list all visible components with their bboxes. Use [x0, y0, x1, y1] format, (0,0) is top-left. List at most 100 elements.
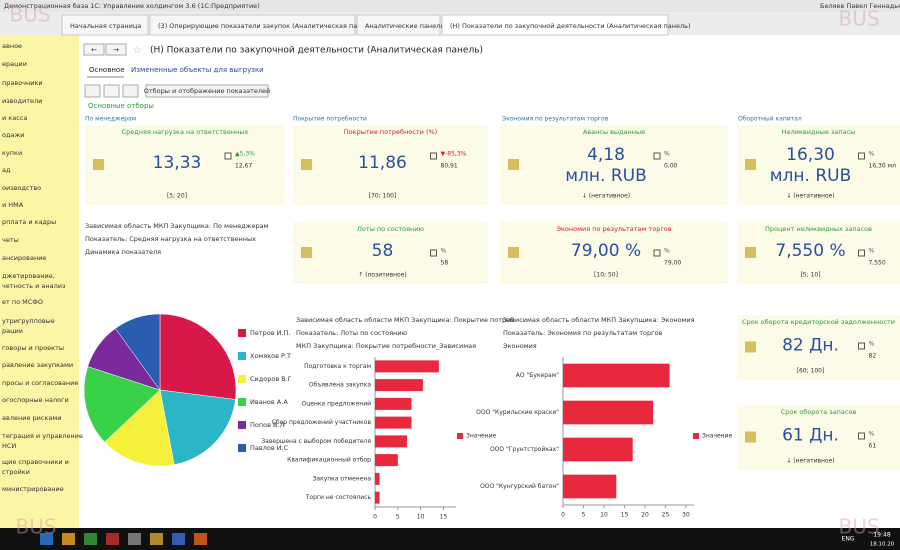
tool-button[interactable]	[103, 84, 120, 98]
tab[interactable]	[356, 14, 441, 36]
bar	[563, 437, 633, 462]
kpi-calendar	[653, 152, 661, 160]
kpi-value: 79,00 %	[571, 241, 641, 261]
chart-header: Зависимая область области МКП Закупщика:…	[503, 316, 695, 324]
menu-item: стройки	[2, 468, 30, 476]
watermark: BUS	[838, 7, 879, 31]
title-bar	[0, 0, 900, 12]
kpi-icon	[745, 431, 756, 443]
kpi-title: Срок оборота запасов	[781, 408, 857, 416]
tab[interactable]	[441, 14, 669, 36]
kpi-title: Лоты по состоянию	[357, 225, 424, 233]
kpi-note: ↓ (негативное)	[582, 193, 630, 200]
kpi-title: Авансы выданные	[583, 128, 645, 136]
kpi-note: [5; 20]	[167, 193, 187, 200]
menu-item: теграция и управление	[2, 432, 83, 440]
kpi-note: ↑ (позитивное)	[358, 272, 407, 279]
subtab: Измененные объекты для выгрузки	[131, 66, 264, 74]
legend-swatch	[238, 444, 246, 452]
menu-item: оизводство	[2, 184, 41, 192]
kpi-delta: ▼-85,3%	[441, 151, 467, 158]
kpi-prev: 82	[869, 353, 877, 360]
chart-header: Зависимая область области МКП Закупщика:…	[296, 316, 514, 324]
kpi-card	[737, 405, 900, 470]
menu-item: авное	[2, 42, 22, 50]
kpi-value: 13,33	[153, 153, 202, 173]
tab-label: Начальная страница	[70, 22, 141, 30]
kpi-calendar	[858, 432, 865, 440]
kpi-prev: 80,91	[441, 163, 458, 170]
kpi-delta: %	[869, 431, 875, 438]
menu-item: рплата и кадры	[2, 218, 56, 226]
x-tick-label: 30	[682, 512, 690, 519]
kpi-card	[737, 125, 900, 205]
menu-item: авление рисками	[2, 414, 61, 422]
kpi-value: 82 Дн.	[782, 336, 839, 356]
legend-label: Сидоров В.Г	[250, 375, 292, 383]
back-button[interactable]	[83, 43, 105, 56]
kpi-value-unit: млн. RUB	[565, 166, 647, 186]
tab[interactable]	[149, 14, 356, 36]
legend-swatch	[238, 352, 246, 360]
kpi-delta: %	[869, 151, 875, 158]
kpi-prev: 0,00	[664, 163, 678, 170]
bar	[375, 379, 423, 392]
chart-header: Показатель: Средняя нагрузка на ответств…	[85, 235, 256, 243]
kpi-icon	[745, 341, 756, 353]
taskbar-icon	[194, 533, 207, 545]
sidebar	[0, 35, 79, 528]
menu-item: щие справочники и	[2, 458, 69, 466]
menu-item: правочники	[2, 79, 43, 87]
menu-item: и касса	[2, 114, 27, 122]
menu-item: ансирование	[2, 254, 46, 262]
y-tick-label: Закупка отменена	[313, 475, 372, 482]
button[interactable]	[145, 84, 269, 98]
taskbar-icon	[172, 533, 185, 545]
kpi-icon	[93, 159, 104, 170]
tool-button[interactable]	[122, 84, 139, 98]
kpi-note: ↓ (негативное)	[786, 458, 834, 465]
y-tick-label: Квалификационный отбор	[287, 457, 371, 464]
x-tick-label: 5	[582, 512, 586, 519]
forward-button[interactable]	[105, 43, 127, 56]
x-tick-label: 15	[440, 514, 448, 521]
kpi-title: Экономия по результатам торгов	[556, 225, 671, 233]
kpi-delta: %	[869, 248, 875, 255]
kpi-calendar	[430, 249, 437, 257]
y-tick-label: Завершена с выбором победителя	[261, 438, 371, 445]
kpi-calendar	[224, 152, 232, 160]
star[interactable]: ☆	[133, 45, 142, 56]
menu-item: говоры и проекты	[2, 344, 64, 352]
pie-slice	[159, 313, 237, 400]
taskbar-icon	[150, 533, 163, 545]
menu-item: джетирование,	[2, 272, 55, 280]
taskbar-lang: ENG	[842, 536, 855, 543]
kpi-value-unit: млн. RUB	[770, 166, 852, 186]
kpi-title: Процент неликвидных запасов	[765, 225, 872, 233]
tab[interactable]	[61, 14, 149, 36]
kpi-card	[500, 125, 728, 205]
kpi-card	[85, 125, 285, 205]
refresh-button[interactable]	[84, 84, 101, 98]
kpi-card	[737, 222, 900, 284]
bar	[375, 472, 380, 485]
legend-swatch	[457, 433, 463, 439]
y-tick-label: ООО "Курильские краски"	[476, 409, 559, 416]
menu-item: четность и анализ	[2, 282, 66, 290]
x-tick-label: 20	[641, 512, 649, 519]
legend-label: Значение	[466, 433, 497, 440]
legend-swatch	[238, 398, 246, 406]
legend-label: Хомяков Р.Т	[250, 352, 291, 360]
kpi-card	[500, 222, 728, 284]
kpi-calendar	[858, 249, 865, 257]
taskbar-icon	[84, 533, 97, 545]
kpi-icon	[508, 159, 519, 170]
taskbar-date: 18.10.20	[870, 542, 895, 548]
section-label: Покрытие потребности	[293, 116, 367, 123]
button-label: Отборы и отображение показателей	[144, 87, 271, 95]
kpi-prev: 16,30 мл	[869, 163, 897, 170]
x-tick-label: 15	[621, 512, 629, 519]
panel-title: (Н) Показатели по закупочной деятельност…	[150, 46, 483, 56]
forward-arrow: →	[113, 46, 119, 54]
